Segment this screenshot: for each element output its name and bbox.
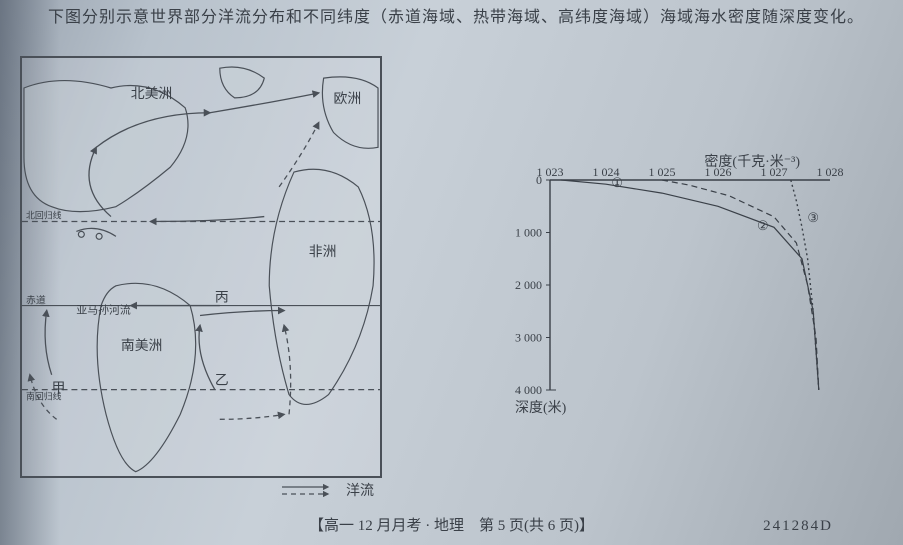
- label-equator: 赤道: [26, 294, 46, 307]
- map-legend: 洋流: [280, 480, 374, 500]
- label-south-america: 南美洲: [121, 338, 162, 353]
- svg-text:①: ①: [611, 175, 623, 190]
- svg-text:3 000: 3 000: [515, 331, 542, 345]
- legend-label: 洋流: [346, 480, 374, 500]
- label-bing: 丙: [215, 290, 229, 305]
- svg-text:深度(米): 深度(米): [515, 400, 567, 416]
- map-svg: 北美洲 欧洲 非洲 南美洲 亚马孙河流 赤道 北回归线 南回归线 甲 乙 丙: [22, 58, 380, 476]
- svg-text:2 000: 2 000: [515, 278, 542, 292]
- ocean-current-map: 北美洲 欧洲 非洲 南美洲 亚马孙河流 赤道 北回归线 南回归线 甲 乙 丙: [20, 56, 382, 478]
- legend-arrows-icon: [280, 483, 340, 497]
- question-text: 下图分别示意世界部分洋流分布和不同纬度（赤道海域、热带海域、高纬度海域）海域海水…: [48, 4, 873, 31]
- europe-coast: [322, 77, 378, 148]
- density-depth-chart: 密度(千克·米⁻³)1 0231 0241 0251 0261 0271 028…: [480, 150, 880, 430]
- chart-svg: 密度(千克·米⁻³)1 0231 0241 0251 0261 0271 028…: [480, 150, 880, 430]
- svg-text:1 028: 1 028: [817, 165, 844, 179]
- label-north-america: 北美洲: [131, 86, 172, 101]
- label-yi: 乙: [215, 373, 229, 388]
- svg-text:1 026: 1 026: [705, 165, 732, 179]
- svg-text:1 025: 1 025: [649, 165, 676, 179]
- svg-text:1 000: 1 000: [515, 226, 542, 240]
- svg-text:②: ②: [757, 218, 769, 233]
- svg-text:1 027: 1 027: [761, 165, 788, 179]
- label-europe: 欧洲: [334, 91, 362, 106]
- svg-text:4 000: 4 000: [515, 383, 542, 397]
- svg-text:0: 0: [536, 173, 542, 187]
- svg-text:③: ③: [807, 210, 819, 225]
- label-africa: 非洲: [309, 244, 337, 259]
- label-jia: 甲: [52, 381, 66, 396]
- doc-code: 241284D: [763, 518, 833, 535]
- label-tropic-cancer: 北回归线: [26, 210, 62, 221]
- africa-coast: [269, 169, 374, 404]
- label-amazon: 亚马孙河流: [76, 302, 130, 316]
